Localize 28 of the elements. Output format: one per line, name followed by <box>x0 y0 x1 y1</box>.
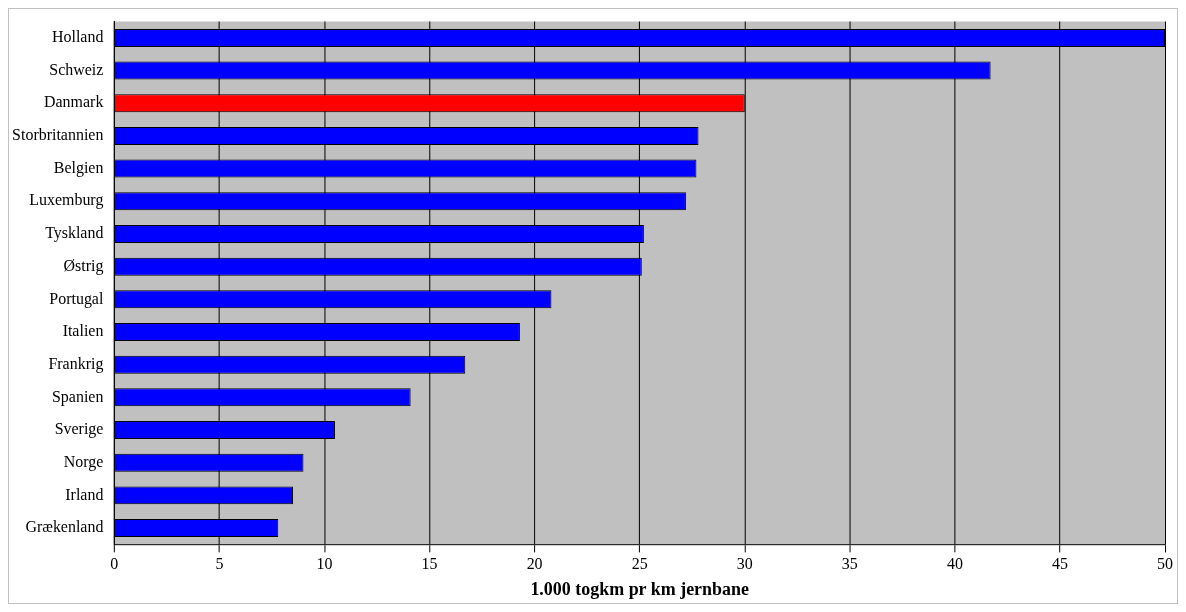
x-axis-title: 1.000 togkm pr km jernbane <box>530 578 750 599</box>
x-tick-label: 45 <box>1051 555 1068 573</box>
y-tick-label: Danmark <box>44 93 104 111</box>
y-tick-label: Frankrig <box>48 354 104 373</box>
y-tick-label: Irland <box>65 485 104 503</box>
y-tick-label: Sverige <box>54 420 104 439</box>
y-tick-label: Schweiz <box>49 60 104 78</box>
x-tick-label: 0 <box>110 555 119 573</box>
x-tick-label: 20 <box>526 555 543 573</box>
y-tick-label: Norge <box>63 452 104 471</box>
y-tick-label: Holland <box>51 28 104 46</box>
x-tick-label: 10 <box>316 555 333 573</box>
y-tick-label: Østrig <box>63 256 104 275</box>
y-tick-label: Storbritannien <box>12 126 104 144</box>
x-tick-label: 30 <box>736 555 753 573</box>
x-tick-label: 40 <box>946 555 963 573</box>
x-tick-label: 5 <box>215 555 224 573</box>
y-tick-label: Portugal <box>49 289 104 308</box>
y-tick-label: Luxemburg <box>29 191 104 210</box>
y-tick-label: Tyskland <box>45 224 104 243</box>
x-tick-label: 35 <box>841 555 858 573</box>
y-tick-label: Spanien <box>51 387 104 406</box>
y-tick-label: Grækenland <box>25 518 104 536</box>
x-tick-label: 50 <box>1157 555 1174 573</box>
x-tick-label: 25 <box>631 555 648 573</box>
y-tick-label: Italien <box>62 322 104 340</box>
y-tick-label: Belgien <box>53 158 104 177</box>
x-tick-label: 15 <box>421 555 438 573</box>
